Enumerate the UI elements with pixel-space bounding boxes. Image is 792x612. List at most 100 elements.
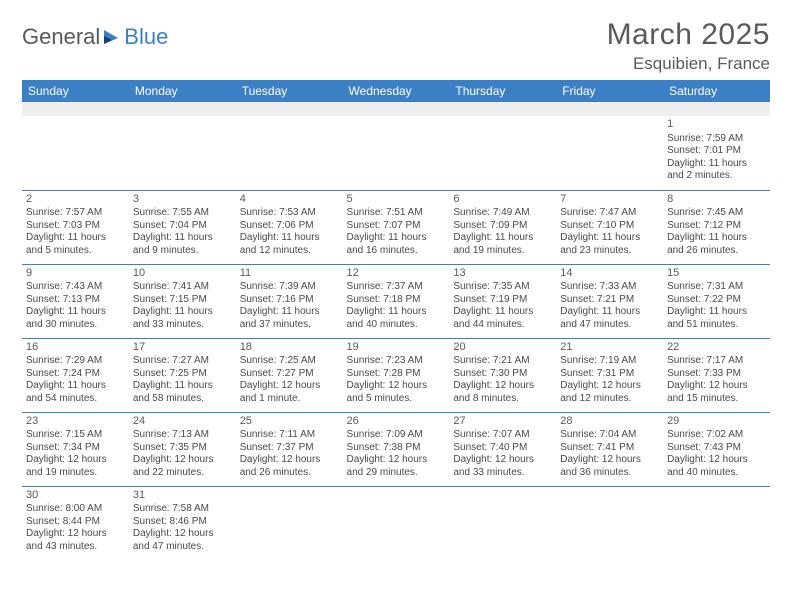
calendar-cell <box>236 116 343 190</box>
calendar-table: Sunday Monday Tuesday Wednesday Thursday… <box>22 80 770 560</box>
sunset-line: Sunset: 7:41 PM <box>560 442 659 455</box>
daylight-line: Daylight: 11 hours and 23 minutes. <box>560 232 659 257</box>
calendar-cell <box>129 116 236 190</box>
daylight-line: Daylight: 11 hours and 44 minutes. <box>453 306 552 331</box>
calendar-cell <box>343 486 450 560</box>
sunset-line: Sunset: 7:35 PM <box>133 442 232 455</box>
daylight-line: Daylight: 12 hours and 12 minutes. <box>560 380 659 405</box>
calendar-cell: 27Sunrise: 7:07 AMSunset: 7:40 PMDayligh… <box>449 412 556 486</box>
sunset-line: Sunset: 7:04 PM <box>133 220 232 233</box>
sunrise-line: Sunrise: 7:59 AM <box>667 133 766 146</box>
sunset-line: Sunset: 7:16 PM <box>240 294 339 307</box>
day-number: 16 <box>26 341 125 355</box>
sunrise-line: Sunrise: 7:53 AM <box>240 207 339 220</box>
calendar-cell: 24Sunrise: 7:13 AMSunset: 7:35 PMDayligh… <box>129 412 236 486</box>
daylight-line: Daylight: 12 hours and 22 minutes. <box>133 454 232 479</box>
daylight-line: Daylight: 11 hours and 2 minutes. <box>667 158 766 183</box>
day-number: 19 <box>347 341 446 355</box>
calendar-cell <box>22 116 129 190</box>
sunrise-line: Sunrise: 7:02 AM <box>667 429 766 442</box>
daylight-line: Daylight: 12 hours and 36 minutes. <box>560 454 659 479</box>
daylight-line: Daylight: 12 hours and 26 minutes. <box>240 454 339 479</box>
sunrise-line: Sunrise: 7:45 AM <box>667 207 766 220</box>
sunrise-line: Sunrise: 8:00 AM <box>26 503 125 516</box>
sunset-line: Sunset: 7:34 PM <box>26 442 125 455</box>
day-number: 28 <box>560 415 659 429</box>
title-block: March 2025 Esquibien, France <box>607 18 770 74</box>
daylight-line: Daylight: 11 hours and 51 minutes. <box>667 306 766 331</box>
calendar-body: 1Sunrise: 7:59 AMSunset: 7:01 PMDaylight… <box>22 102 770 560</box>
logo-text-blue: Blue <box>124 24 168 50</box>
day-number: 30 <box>26 489 125 503</box>
logo-text-general: General <box>22 24 100 50</box>
calendar-cell <box>556 486 663 560</box>
sunrise-line: Sunrise: 7:33 AM <box>560 281 659 294</box>
sunset-line: Sunset: 7:13 PM <box>26 294 125 307</box>
calendar-cell <box>236 486 343 560</box>
sunset-line: Sunset: 7:10 PM <box>560 220 659 233</box>
weekday-friday: Friday <box>556 80 663 102</box>
calendar-cell: 28Sunrise: 7:04 AMSunset: 7:41 PMDayligh… <box>556 412 663 486</box>
day-number: 4 <box>240 193 339 207</box>
day-number: 31 <box>133 489 232 503</box>
sunrise-line: Sunrise: 7:41 AM <box>133 281 232 294</box>
sunset-line: Sunset: 7:43 PM <box>667 442 766 455</box>
sunset-line: Sunset: 7:24 PM <box>26 368 125 381</box>
calendar-cell: 8Sunrise: 7:45 AMSunset: 7:12 PMDaylight… <box>663 190 770 264</box>
daylight-line: Daylight: 12 hours and 5 minutes. <box>347 380 446 405</box>
sunrise-line: Sunrise: 7:04 AM <box>560 429 659 442</box>
day-number: 22 <box>667 341 766 355</box>
sunset-line: Sunset: 7:18 PM <box>347 294 446 307</box>
day-number: 8 <box>667 193 766 207</box>
calendar-cell <box>343 116 450 190</box>
calendar-cell: 19Sunrise: 7:23 AMSunset: 7:28 PMDayligh… <box>343 338 450 412</box>
sunset-line: Sunset: 7:03 PM <box>26 220 125 233</box>
sunset-line: Sunset: 7:19 PM <box>453 294 552 307</box>
day-number: 1 <box>667 118 766 132</box>
sunrise-line: Sunrise: 7:15 AM <box>26 429 125 442</box>
day-number: 2 <box>26 193 125 207</box>
day-number: 27 <box>453 415 552 429</box>
day-number: 26 <box>347 415 446 429</box>
calendar-cell <box>663 486 770 560</box>
daylight-line: Daylight: 11 hours and 40 minutes. <box>347 306 446 331</box>
calendar-cell: 7Sunrise: 7:47 AMSunset: 7:10 PMDaylight… <box>556 190 663 264</box>
calendar-cell: 29Sunrise: 7:02 AMSunset: 7:43 PMDayligh… <box>663 412 770 486</box>
daylight-line: Daylight: 12 hours and 40 minutes. <box>667 454 766 479</box>
logo: General Blue <box>22 24 168 50</box>
calendar-cell: 22Sunrise: 7:17 AMSunset: 7:33 PMDayligh… <box>663 338 770 412</box>
sunrise-line: Sunrise: 7:55 AM <box>133 207 232 220</box>
sunrise-line: Sunrise: 7:37 AM <box>347 281 446 294</box>
daylight-line: Daylight: 11 hours and 58 minutes. <box>133 380 232 405</box>
daylight-line: Daylight: 11 hours and 30 minutes. <box>26 306 125 331</box>
day-number: 10 <box>133 267 232 281</box>
daylight-line: Daylight: 11 hours and 19 minutes. <box>453 232 552 257</box>
sunrise-line: Sunrise: 7:27 AM <box>133 355 232 368</box>
sunrise-line: Sunrise: 7:39 AM <box>240 281 339 294</box>
sunset-line: Sunset: 7:38 PM <box>347 442 446 455</box>
sunrise-line: Sunrise: 7:35 AM <box>453 281 552 294</box>
location: Esquibien, France <box>607 54 770 74</box>
calendar-cell: 6Sunrise: 7:49 AMSunset: 7:09 PMDaylight… <box>449 190 556 264</box>
day-number: 21 <box>560 341 659 355</box>
calendar-week-row: 2Sunrise: 7:57 AMSunset: 7:03 PM Daylight… <box>22 190 770 264</box>
weekday-tuesday: Tuesday <box>236 80 343 102</box>
weekday-thursday: Thursday <box>449 80 556 102</box>
calendar-week-row: 16Sunrise: 7:29 AMSunset: 7:24 PMDayligh… <box>22 338 770 412</box>
weekday-sunday: Sunday <box>22 80 129 102</box>
calendar-cell: 23Sunrise: 7:15 AMSunset: 7:34 PMDayligh… <box>22 412 129 486</box>
calendar-week-row: 30Sunrise: 8:00 AMSunset: 8:44 PMDayligh… <box>22 486 770 560</box>
sunrise-line: Sunrise: 7:57 AM <box>26 207 125 220</box>
calendar-cell: 4Sunrise: 7:53 AMSunset: 7:06 PMDaylight… <box>236 190 343 264</box>
calendar-cell: 5Sunrise: 7:51 AMSunset: 7:07 PMDaylight… <box>343 190 450 264</box>
daylight-line: Daylight: 11 hours and 26 minutes. <box>667 232 766 257</box>
sunset-line: Sunset: 7:06 PM <box>240 220 339 233</box>
sunrise-line: Sunrise: 7:23 AM <box>347 355 446 368</box>
sunset-line: Sunset: 7:12 PM <box>667 220 766 233</box>
calendar-cell: 2Sunrise: 7:57 AMSunset: 7:03 PMDaylight… <box>22 190 129 264</box>
day-number: 12 <box>347 267 446 281</box>
calendar-cell <box>449 486 556 560</box>
day-number: 24 <box>133 415 232 429</box>
day-number: 3 <box>133 193 232 207</box>
weekday-monday: Monday <box>129 80 236 102</box>
